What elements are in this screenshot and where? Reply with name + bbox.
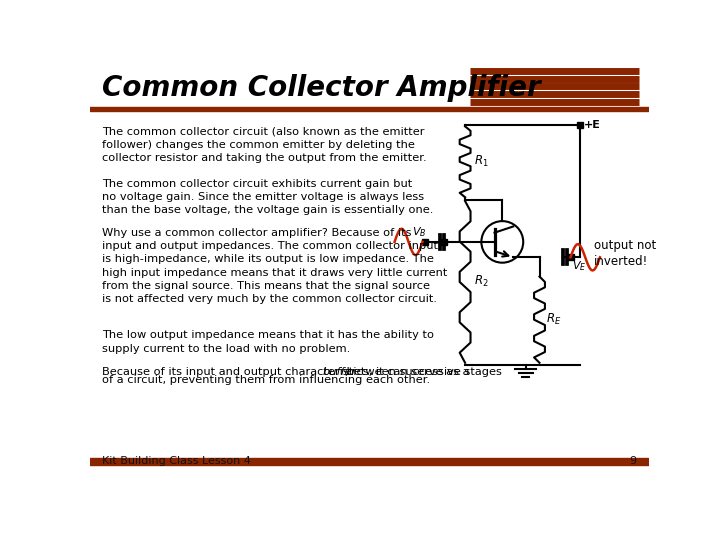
- Text: Because of its input and output characteristics, it can serve as a: Because of its input and output characte…: [102, 367, 473, 376]
- Text: The common collector circuit (also known as the emitter
follower) changes the co: The common collector circuit (also known…: [102, 126, 426, 163]
- Text: $R_E$: $R_E$: [546, 312, 561, 327]
- Text: $V_E$: $V_E$: [572, 260, 587, 273]
- Text: of a circuit, preventing them from influencing each other.: of a circuit, preventing them from influ…: [102, 375, 430, 386]
- Text: +E: +E: [584, 120, 600, 130]
- Text: 9: 9: [629, 456, 636, 467]
- Text: The common collector circuit exhibits current gain but
no voltage gain. Since th: The common collector circuit exhibits cu…: [102, 179, 433, 215]
- Text: Why use a common collector amplifier? Because of its
input and output impedances: Why use a common collector amplifier? Be…: [102, 228, 447, 304]
- Text: between successive stages: between successive stages: [343, 367, 502, 376]
- Text: $R_2$: $R_2$: [474, 274, 489, 289]
- Text: $R_1$: $R_1$: [474, 154, 489, 170]
- Text: Common Collector Amplifier: Common Collector Amplifier: [102, 74, 540, 102]
- Text: buffer: buffer: [323, 367, 357, 376]
- Text: Kit Building Class Lesson 4: Kit Building Class Lesson 4: [102, 456, 251, 467]
- Text: $V_B$: $V_B$: [412, 225, 426, 239]
- Text: The low output impedance means that it has the ability to
supply current to the : The low output impedance means that it h…: [102, 330, 433, 354]
- Text: output not
inverted!: output not inverted!: [594, 239, 656, 268]
